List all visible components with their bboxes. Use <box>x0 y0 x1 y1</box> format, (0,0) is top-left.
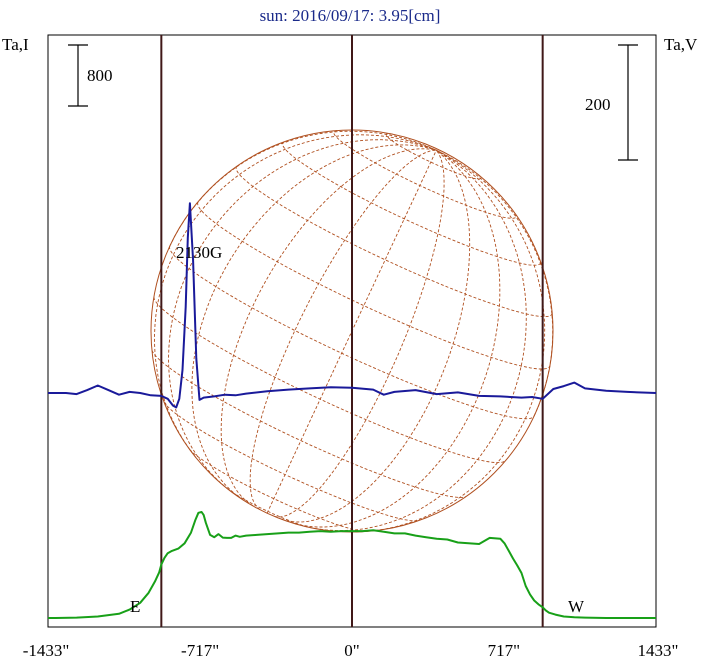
longitude-grid-line <box>355 149 546 533</box>
latitude-grid-line <box>189 449 366 532</box>
latitude-grid-line <box>151 350 466 498</box>
x-tick-label: 1433" <box>638 641 679 660</box>
series-line-i <box>48 511 656 619</box>
longitude-grid-line <box>169 130 437 247</box>
latitude-grid-line <box>197 202 551 370</box>
series-layer <box>48 202 657 619</box>
longitude-grid-line <box>220 148 437 507</box>
series-line-v <box>48 202 657 409</box>
longitude-grid-line <box>191 144 437 499</box>
longitude-grid-line <box>274 149 445 518</box>
right-scale-label: 200 <box>585 95 611 114</box>
longitude-grid-line <box>154 134 437 458</box>
longitude-grid-line <box>281 149 471 523</box>
right-axis-label: Ta,V <box>664 35 698 54</box>
chart-title: sun: 2016/09/17: 3.95[cm] <box>260 6 441 25</box>
x-tick-labels: -1433" -717" 0" 717" 1433" <box>23 641 679 660</box>
longitude-grid-line <box>310 149 527 532</box>
longitude-grid-line <box>436 149 554 417</box>
x-tick-label: 0" <box>344 641 359 660</box>
latitude-grid-line <box>282 141 542 266</box>
x-tick-label: -717" <box>181 641 219 660</box>
latitude-grid-line <box>385 133 482 180</box>
latitude-grid-line <box>235 165 553 318</box>
x-tick-label: 717" <box>488 641 520 660</box>
left-scale-label: 800 <box>87 66 113 85</box>
x-tick-label: -1433" <box>23 641 70 660</box>
right-scale-bar <box>618 44 638 161</box>
longitude-grid-line <box>266 150 437 514</box>
west-label: W <box>568 597 585 616</box>
east-label: E <box>130 597 140 616</box>
left-axis-label: Ta,I <box>2 35 29 54</box>
longitude-grid-line <box>294 149 501 528</box>
source-label: 2130G <box>176 243 222 262</box>
left-scale-bar <box>68 44 88 107</box>
